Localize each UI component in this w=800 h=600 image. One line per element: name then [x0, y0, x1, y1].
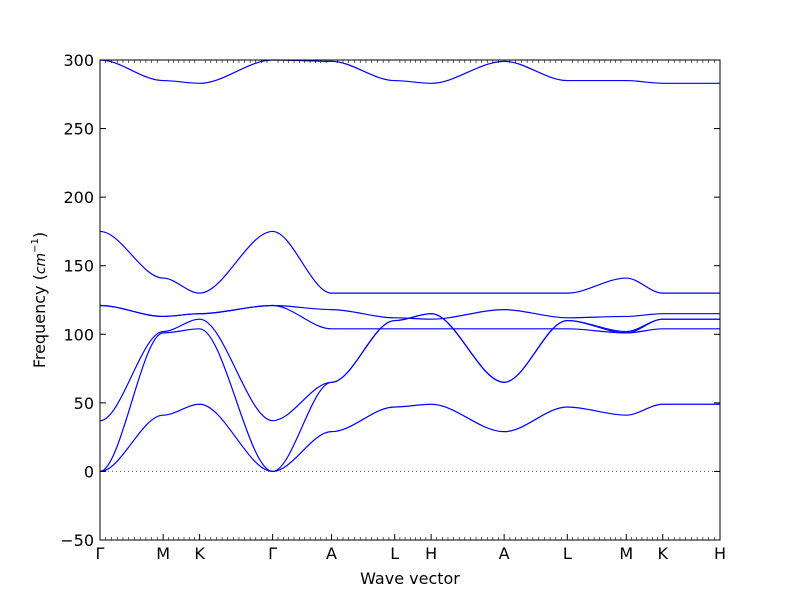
svg-text:Frequency (cm−1): Frequency (cm−1): [30, 232, 49, 368]
x-tick-label: L: [390, 544, 399, 563]
y-tick-label: 150: [63, 257, 94, 276]
y-tick-label: 250: [63, 120, 94, 139]
y-tick-label: −50: [60, 531, 94, 550]
y-tick-label: 200: [63, 188, 94, 207]
x-tick-label: Γ: [268, 544, 277, 563]
x-tick-label: H: [425, 544, 437, 563]
x-tick-label: K: [658, 544, 669, 563]
y-tick-label: 300: [63, 51, 94, 70]
band-line-2: [99, 313, 720, 473]
x-tick-label: M: [619, 544, 633, 563]
y-tick-label: 50: [74, 394, 94, 413]
band-line-6: [99, 230, 720, 294]
y-tick-label: 100: [63, 325, 94, 344]
x-tick-label: M: [156, 544, 170, 563]
x-axis-label: Wave vector: [360, 569, 460, 588]
x-tick-label: K: [194, 544, 205, 563]
y-axis-label: Frequency: [30, 286, 49, 369]
plot-frame: [99, 59, 721, 541]
y-axis-unit: cm: [33, 253, 49, 274]
band-line-5: [99, 304, 720, 320]
x-tick-label: H: [714, 544, 726, 563]
band-line-1: [99, 403, 720, 473]
x-minor-ticks: [105, 60, 715, 540]
band-line-7: [99, 59, 720, 84]
y-axis-unit-exponent: −1: [30, 238, 41, 253]
x-tick-label: A: [499, 544, 510, 563]
band-line-3: [99, 313, 720, 422]
y-tick-label: 0: [84, 462, 94, 481]
y-axis-label-group: Frequency (cm−1): [30, 232, 49, 368]
x-tick-label: Γ: [96, 544, 105, 563]
x-tick-label: A: [326, 544, 337, 563]
x-tick-label: L: [563, 544, 572, 563]
